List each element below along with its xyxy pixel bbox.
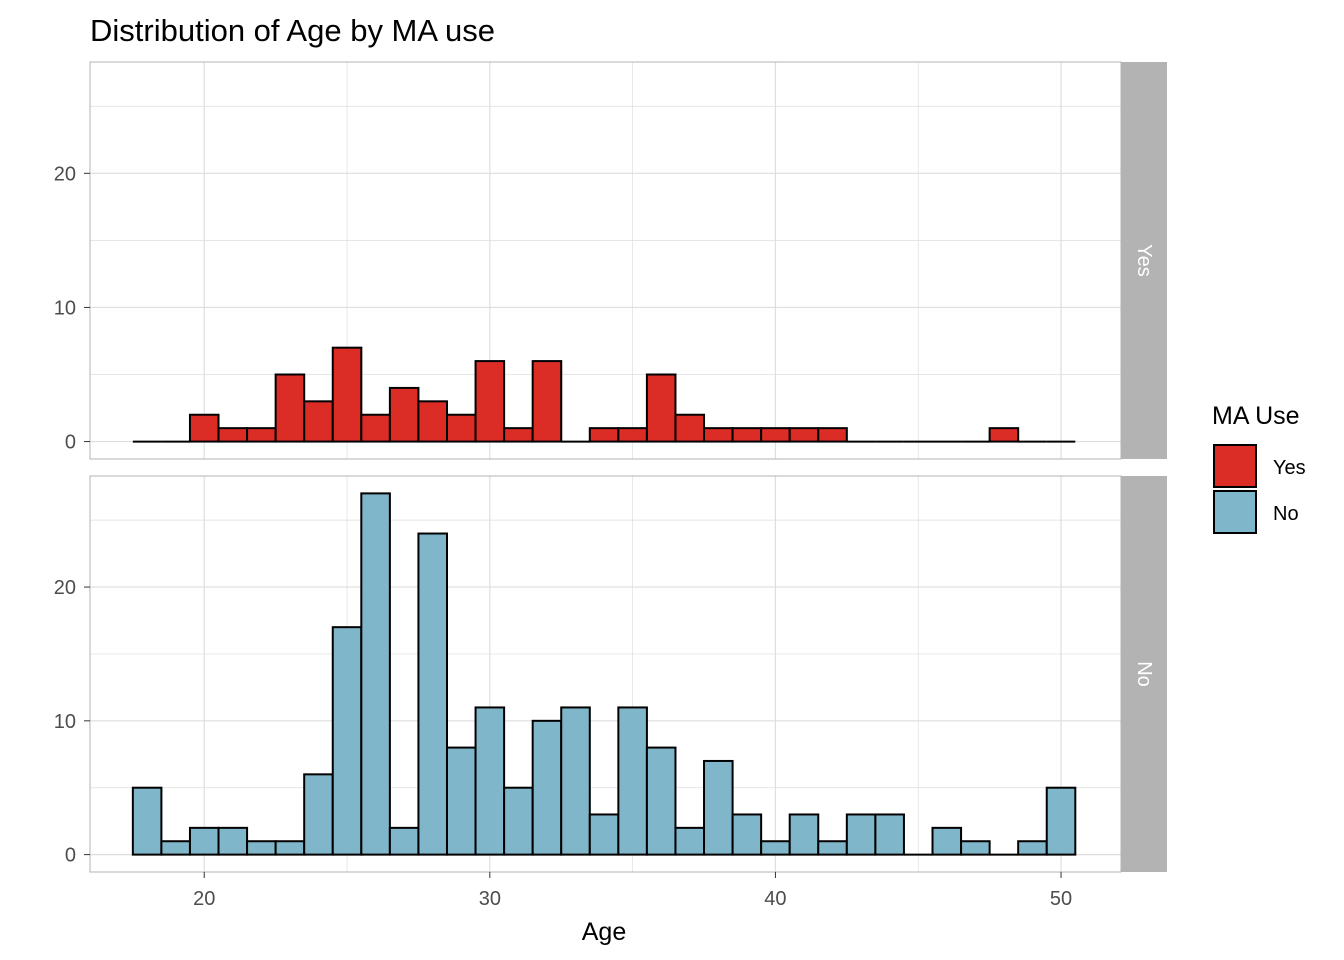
histogram-bar <box>703 427 734 443</box>
histogram-bar <box>645 746 677 856</box>
histogram-bar <box>331 346 363 443</box>
histogram-bar <box>360 413 391 443</box>
x-tick-label: 20 <box>193 888 215 910</box>
histogram-bar <box>703 759 734 856</box>
y-tick-label: 10 <box>54 297 76 319</box>
histogram-bar <box>1017 840 1048 856</box>
histogram-bar <box>360 492 391 856</box>
y-tick-label: 10 <box>54 711 76 733</box>
strip-label: No <box>1133 661 1155 687</box>
facet-strip-no: No <box>1121 476 1167 872</box>
histogram-bar <box>503 427 534 443</box>
facet-panel-yes: 0 10 20 Yes <box>54 61 1167 460</box>
histogram-bar <box>931 826 963 856</box>
histogram-bar <box>445 746 477 856</box>
legend-item-no: No <box>1213 490 1299 534</box>
histogram-bar <box>617 427 648 443</box>
histogram-bar <box>274 840 306 856</box>
panel-border <box>89 61 1122 460</box>
histogram-bar <box>474 360 506 443</box>
legend-label: No <box>1273 503 1299 525</box>
histogram-bar <box>531 360 563 443</box>
y-axis: 0 10 20 <box>54 577 90 867</box>
y-tick-label: 0 <box>65 845 76 867</box>
histogram-bar <box>788 813 820 856</box>
histogram-bar <box>760 427 791 443</box>
facet-panel-no: 0 10 20 No <box>54 475 1167 873</box>
histogram-bar <box>988 427 1020 443</box>
grid-lines <box>90 476 1121 872</box>
histogram-bar <box>246 840 277 856</box>
x-tick-label: 50 <box>1050 888 1072 910</box>
histogram-bar <box>817 427 848 443</box>
histogram-bars <box>132 346 1076 443</box>
strip-label: Yes <box>1133 244 1155 277</box>
histogram-bar <box>960 840 991 856</box>
histogram-bars <box>131 492 1077 856</box>
histogram-bar <box>188 826 220 856</box>
legend: MA Use Yes No <box>1212 402 1306 534</box>
histogram-bar <box>874 813 905 856</box>
y-tick-label: 20 <box>54 163 76 185</box>
grid-lines <box>90 62 1121 459</box>
x-tick-label: 30 <box>479 888 501 910</box>
histogram-bar <box>531 719 563 856</box>
histogram-bar <box>217 826 249 856</box>
histogram-bar <box>188 413 220 443</box>
histogram-bar <box>760 840 791 856</box>
histogram-bar <box>417 400 448 443</box>
y-tick-label: 0 <box>65 432 76 454</box>
legend-items: Yes No <box>1213 444 1306 534</box>
histogram-bar <box>1045 786 1077 856</box>
histogram-bar <box>645 373 677 443</box>
y-axis: 0 10 20 <box>54 163 90 454</box>
legend-title: MA Use <box>1212 402 1300 430</box>
histogram-bar <box>617 706 648 856</box>
histogram-bar <box>388 826 420 856</box>
histogram-bar <box>388 386 420 443</box>
histogram-bar <box>560 706 591 856</box>
x-axis: 20 30 40 50 <box>193 872 1072 910</box>
x-axis-title: Age <box>582 918 626 946</box>
histogram-bar <box>131 786 163 856</box>
strip-background <box>1121 62 1167 459</box>
y-tick-label: 20 <box>54 577 76 599</box>
histogram-bar <box>731 427 763 443</box>
histogram-bar <box>817 840 848 856</box>
histogram-bar <box>303 400 334 443</box>
legend-label: Yes <box>1273 457 1306 479</box>
x-tick-label: 40 <box>764 888 786 910</box>
histogram-bar <box>588 427 620 443</box>
histogram-bar <box>474 706 506 856</box>
histogram-bar <box>674 826 706 856</box>
histogram-bar <box>274 373 306 443</box>
legend-item-yes: Yes <box>1213 444 1306 488</box>
panel-border <box>89 475 1122 873</box>
histogram-bar <box>445 413 477 443</box>
histogram-bar <box>331 626 363 856</box>
histogram-bar <box>417 532 448 856</box>
histogram-bar <box>731 813 763 856</box>
chart-title: Distribution of Age by MA use <box>90 13 495 48</box>
facet-strip-yes: Yes <box>1121 62 1167 459</box>
histogram-bar <box>246 427 277 443</box>
facet-panels: 0 10 20 Yes 0 10 20 No <box>54 61 1167 873</box>
histogram-bar <box>788 427 820 443</box>
strip-background <box>1121 476 1167 872</box>
legend-swatch <box>1213 490 1257 534</box>
legend-swatch <box>1213 444 1257 488</box>
histogram-bar <box>503 786 534 856</box>
histogram-bar <box>217 427 249 443</box>
histogram-bar <box>674 413 706 443</box>
histogram-bar <box>160 840 191 856</box>
histogram-bar <box>588 813 620 856</box>
histogram-bar <box>845 813 877 856</box>
histogram-bar <box>303 773 334 856</box>
